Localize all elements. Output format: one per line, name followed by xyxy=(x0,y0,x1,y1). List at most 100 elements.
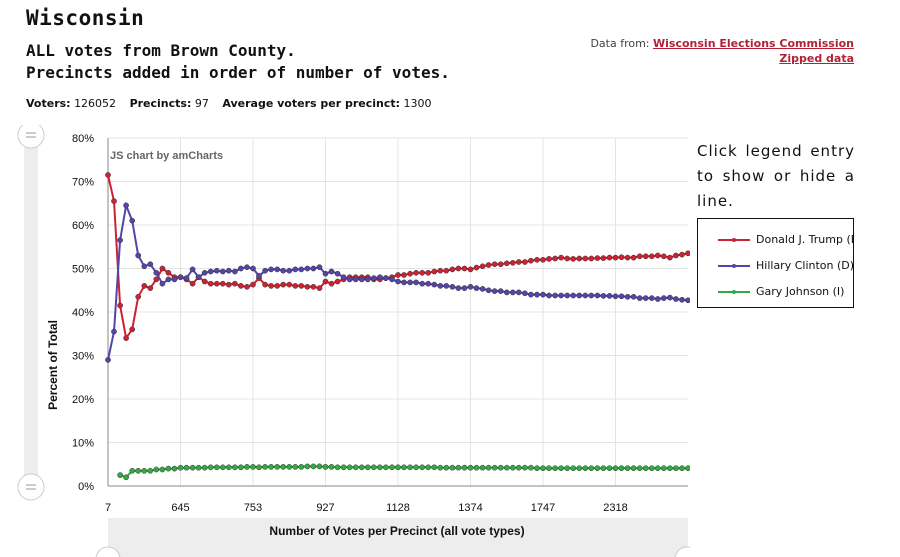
data-point-trump[interactable] xyxy=(449,266,456,273)
data-point-johnson[interactable] xyxy=(123,474,129,481)
data-point-johnson[interactable] xyxy=(618,465,625,472)
data-point-trump[interactable] xyxy=(407,270,413,277)
data-point-trump[interactable] xyxy=(232,280,238,287)
data-point-trump[interactable] xyxy=(564,255,571,262)
data-point-clinton[interactable] xyxy=(286,267,293,274)
data-point-clinton[interactable] xyxy=(606,293,613,299)
data-point-johnson[interactable] xyxy=(377,464,383,471)
data-point-clinton[interactable] xyxy=(413,279,419,286)
data-point-clinton[interactable] xyxy=(673,296,679,302)
data-point-clinton[interactable] xyxy=(395,278,401,285)
data-point-clinton[interactable] xyxy=(219,268,226,275)
data-point-clinton[interactable] xyxy=(189,266,196,273)
data-point-trump[interactable] xyxy=(250,281,256,288)
data-point-trump[interactable] xyxy=(165,269,172,276)
data-point-clinton[interactable] xyxy=(552,292,558,299)
data-point-johnson[interactable] xyxy=(280,464,287,470)
data-point-johnson[interactable] xyxy=(431,464,438,471)
data-point-johnson[interactable] xyxy=(570,465,577,472)
data-point-clinton[interactable] xyxy=(171,276,178,283)
legend-item-clinton[interactable]: Hillary Clinton (D) xyxy=(698,257,853,275)
data-point-trump[interactable] xyxy=(280,281,287,288)
data-point-clinton[interactable] xyxy=(534,291,540,298)
data-point-trump[interactable] xyxy=(292,283,299,289)
data-point-johnson[interactable] xyxy=(558,465,564,472)
data-point-clinton[interactable] xyxy=(183,275,190,281)
data-point-trump[interactable] xyxy=(298,283,305,289)
data-point-trump[interactable] xyxy=(528,257,534,264)
data-point-trump[interactable] xyxy=(268,283,274,289)
data-point-johnson[interactable] xyxy=(213,464,220,471)
data-point-johnson[interactable] xyxy=(310,463,317,470)
data-point-trump[interactable] xyxy=(515,259,522,265)
legend-item-trump[interactable]: Donald J. Trump (R) xyxy=(698,231,853,249)
data-point-trump[interactable] xyxy=(238,283,244,289)
data-point-trump[interactable] xyxy=(612,254,619,261)
data-point-johnson[interactable] xyxy=(648,465,655,472)
data-point-johnson[interactable] xyxy=(636,465,643,472)
y-scroll-handle-top[interactable] xyxy=(17,125,45,149)
data-point-johnson[interactable] xyxy=(171,465,178,472)
data-point-clinton[interactable] xyxy=(461,285,468,291)
data-point-clinton[interactable] xyxy=(685,297,690,304)
data-point-johnson[interactable] xyxy=(534,465,540,472)
data-point-trump[interactable] xyxy=(570,256,577,262)
data-point-johnson[interactable] xyxy=(153,466,160,473)
data-point-trump[interactable] xyxy=(624,254,631,261)
data-point-clinton[interactable] xyxy=(443,283,450,289)
data-point-trump[interactable] xyxy=(467,266,474,273)
data-point-trump[interactable] xyxy=(594,255,601,261)
data-point-trump[interactable] xyxy=(129,326,136,333)
data-point-clinton[interactable] xyxy=(654,296,661,302)
data-point-johnson[interactable] xyxy=(679,465,685,472)
zipped-data-link[interactable]: Zipped data xyxy=(779,52,854,65)
data-point-johnson[interactable] xyxy=(467,464,474,471)
data-point-johnson[interactable] xyxy=(135,467,142,474)
data-point-clinton[interactable] xyxy=(262,267,268,274)
data-point-johnson[interactable] xyxy=(346,464,353,471)
data-point-johnson[interactable] xyxy=(165,465,172,472)
data-point-trump[interactable] xyxy=(667,254,673,261)
data-point-trump[interactable] xyxy=(522,259,528,265)
data-point-trump[interactable] xyxy=(685,250,690,257)
data-point-clinton[interactable] xyxy=(522,290,528,297)
data-point-clinton[interactable] xyxy=(346,276,353,283)
data-point-johnson[interactable] xyxy=(497,464,504,471)
data-point-johnson[interactable] xyxy=(606,465,613,472)
data-point-johnson[interactable] xyxy=(449,464,456,471)
data-point-trump[interactable] xyxy=(207,280,214,287)
data-point-clinton[interactable] xyxy=(225,267,232,274)
data-point-trump[interactable] xyxy=(546,256,552,262)
data-point-johnson[interactable] xyxy=(244,464,250,470)
data-point-clinton[interactable] xyxy=(558,292,564,299)
data-point-trump[interactable] xyxy=(455,265,462,272)
data-point-trump[interactable] xyxy=(673,252,679,259)
data-point-trump[interactable] xyxy=(395,272,401,278)
data-point-clinton[interactable] xyxy=(352,276,359,283)
data-point-clinton[interactable] xyxy=(147,261,154,268)
data-point-clinton[interactable] xyxy=(207,268,214,275)
data-point-trump[interactable] xyxy=(473,264,480,271)
data-point-johnson[interactable] xyxy=(509,464,516,471)
data-point-johnson[interactable] xyxy=(340,464,347,471)
data-point-trump[interactable] xyxy=(497,261,504,268)
data-point-clinton[interactable] xyxy=(594,292,601,299)
data-point-clinton[interactable] xyxy=(612,293,619,300)
data-point-johnson[interactable] xyxy=(352,464,359,471)
data-point-clinton[interactable] xyxy=(159,280,166,287)
data-point-trump[interactable] xyxy=(111,198,117,204)
data-point-trump[interactable] xyxy=(117,302,123,309)
data-point-trump[interactable] xyxy=(262,281,268,288)
data-point-clinton[interactable] xyxy=(419,280,426,287)
data-point-johnson[interactable] xyxy=(147,467,154,474)
data-point-clinton[interactable] xyxy=(479,286,486,292)
data-point-clinton[interactable] xyxy=(618,293,625,300)
x-scroll-handle-right[interactable] xyxy=(674,546,690,557)
data-point-johnson[interactable] xyxy=(455,464,462,471)
data-point-clinton[interactable] xyxy=(588,292,595,299)
data-point-johnson[interactable] xyxy=(443,464,450,471)
data-point-johnson[interactable] xyxy=(395,464,401,471)
source-link[interactable]: Wisconsin Elections Commission xyxy=(653,37,854,50)
data-point-trump[interactable] xyxy=(123,335,129,341)
data-point-johnson[interactable] xyxy=(515,464,522,471)
